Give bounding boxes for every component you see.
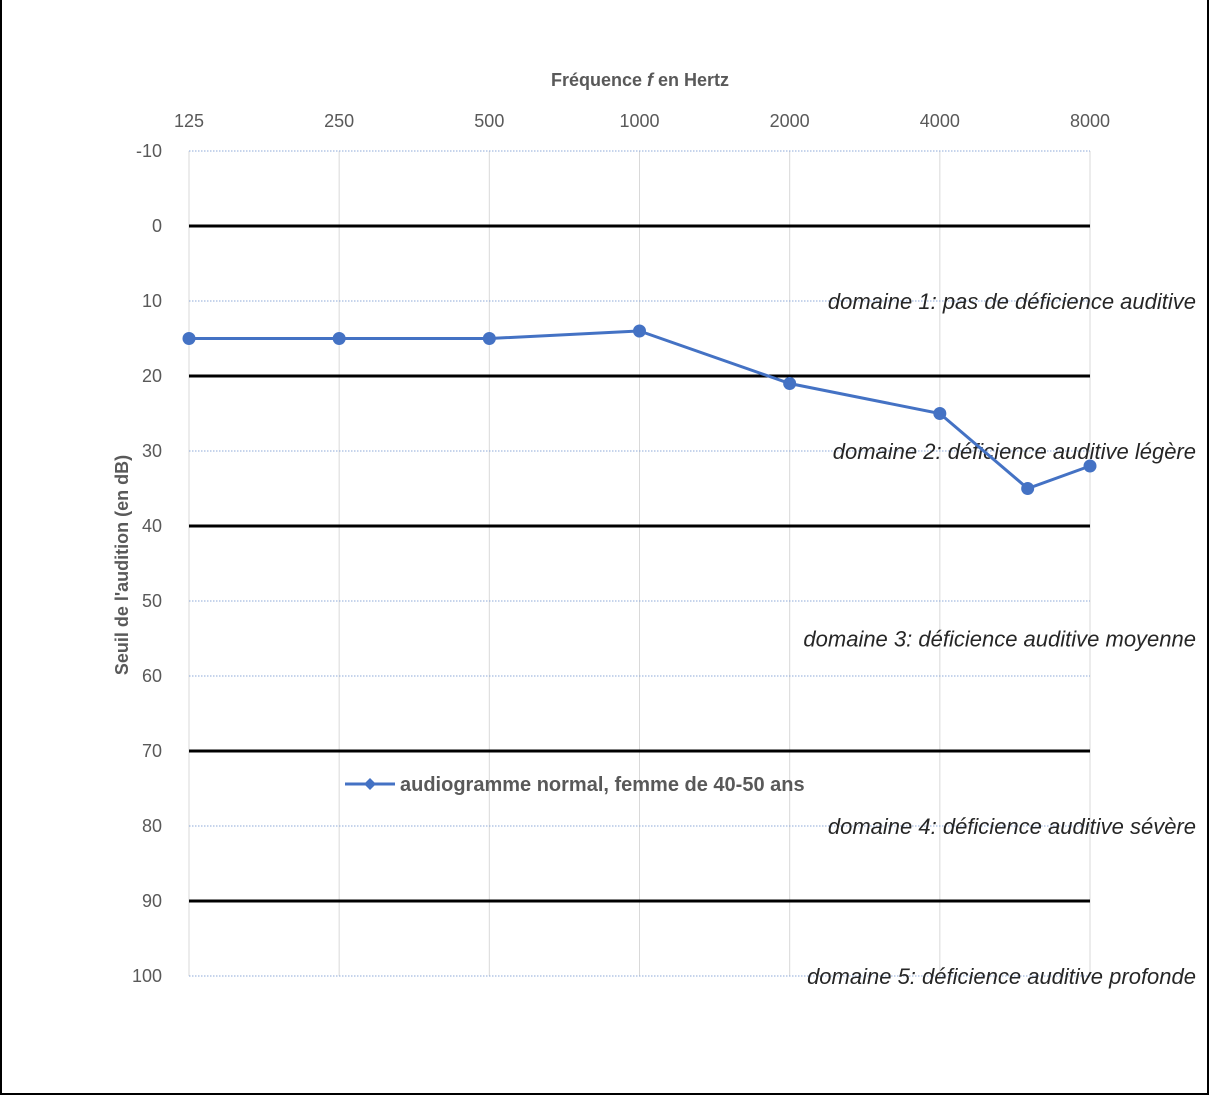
x-tick-labels: 125 250 500 1000 2000 4000 8000 xyxy=(174,111,1110,131)
data-point xyxy=(482,332,496,345)
x-tick-label: 2000 xyxy=(770,111,810,131)
data-point xyxy=(1083,459,1097,473)
y-tick-labels: -10 0 10 20 30 40 50 60 70 80 90 100 xyxy=(132,141,162,986)
y-tick-label: 90 xyxy=(142,891,162,911)
boundary-lines xyxy=(189,224,1090,903)
data-point xyxy=(783,377,797,390)
zone-label: domaine 3: déficience auditive moyenne xyxy=(803,627,1196,652)
zone-label: domaine 4: déficience auditive sévère xyxy=(828,814,1196,839)
data-point xyxy=(332,332,346,345)
y-tick-label: 100 xyxy=(132,966,162,986)
x-axis-title: Fréquence f en Hertz xyxy=(551,70,729,90)
legend-label: audiogramme normal, femme de 40-50 ans xyxy=(400,774,805,796)
y-tick-label: 20 xyxy=(142,366,162,386)
zone-label: domaine 1: pas de déficience auditive xyxy=(828,289,1196,314)
zone-labels: domaine 1: pas de déficience auditive dom… xyxy=(803,289,1196,989)
y-tick-label: 10 xyxy=(142,291,162,311)
y-tick-label: 80 xyxy=(142,816,162,836)
legend-diamond-marker xyxy=(364,778,376,790)
y-tick-label: 40 xyxy=(142,516,162,536)
y-tick-label: 70 xyxy=(142,741,162,761)
series-line xyxy=(182,324,1097,495)
x-tick-label: 4000 xyxy=(920,111,960,131)
y-tick-label: 0 xyxy=(152,216,162,236)
zone-label: domaine 2: déficience auditive légère xyxy=(833,439,1196,464)
x-tick-label: 125 xyxy=(174,111,204,131)
x-tick-label: 250 xyxy=(324,111,354,131)
y-tick-label: 30 xyxy=(142,441,162,461)
y-tick-label: 60 xyxy=(142,666,162,686)
y-tick-label: 50 xyxy=(142,591,162,611)
legend: audiogramme normal, femme de 40-50 ans xyxy=(345,774,805,796)
data-point xyxy=(1021,482,1035,495)
x-tick-label: 1000 xyxy=(619,111,659,131)
y-axis-title: Seuil de l'audition (en dB) xyxy=(112,455,132,675)
x-tick-label: 500 xyxy=(474,111,504,131)
y-tick-label: -10 xyxy=(136,141,162,161)
grid-lines xyxy=(188,150,1091,977)
data-point xyxy=(182,332,196,345)
series-line-path xyxy=(189,329,1091,491)
x-tick-label: 8000 xyxy=(1070,111,1110,131)
data-point xyxy=(933,407,947,420)
data-point xyxy=(633,324,646,338)
zone-label: domaine 5: déficience auditive profonde xyxy=(807,964,1196,989)
